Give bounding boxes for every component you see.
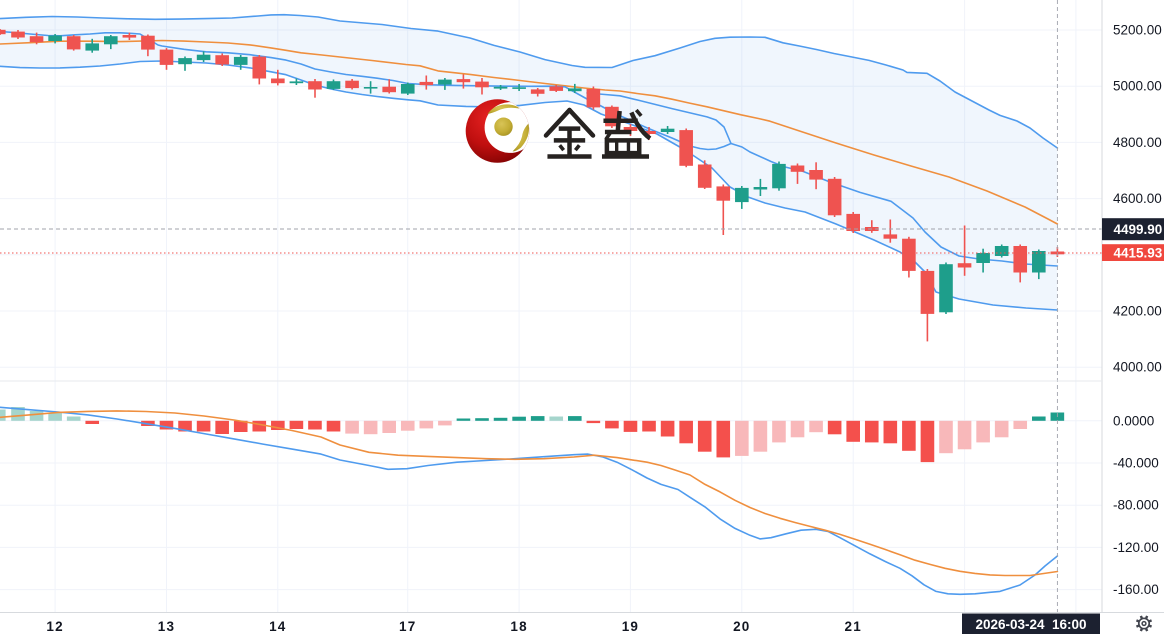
svg-text:4000.00: 4000.00 [1113, 360, 1162, 375]
svg-text:4415.93: 4415.93 [1114, 245, 1163, 260]
svg-text:13: 13 [158, 619, 175, 634]
svg-text:4800.00: 4800.00 [1113, 135, 1162, 150]
svg-text:-160.00: -160.00 [1113, 582, 1159, 597]
svg-text:17: 17 [399, 619, 416, 634]
svg-text:-40.000: -40.000 [1113, 456, 1159, 471]
svg-text:12: 12 [46, 619, 63, 634]
svg-text:4499.90: 4499.90 [1114, 222, 1163, 237]
svg-text:0.0000: 0.0000 [1113, 413, 1154, 428]
svg-text:20: 20 [733, 619, 750, 634]
svg-text:4600.00: 4600.00 [1113, 191, 1162, 206]
svg-text:5200.00: 5200.00 [1113, 23, 1162, 38]
svg-text:-120.00: -120.00 [1113, 540, 1159, 555]
svg-text:19: 19 [622, 619, 639, 634]
svg-text:18: 18 [510, 619, 527, 634]
svg-text:-80.000: -80.000 [1113, 498, 1159, 513]
svg-text:21: 21 [844, 619, 861, 634]
svg-text:2026-03-24 16:00: 2026-03-24 16:00 [975, 617, 1086, 632]
svg-text:4200.00: 4200.00 [1113, 304, 1162, 319]
svg-text:5000.00: 5000.00 [1113, 79, 1162, 94]
svg-text:14: 14 [269, 619, 286, 634]
